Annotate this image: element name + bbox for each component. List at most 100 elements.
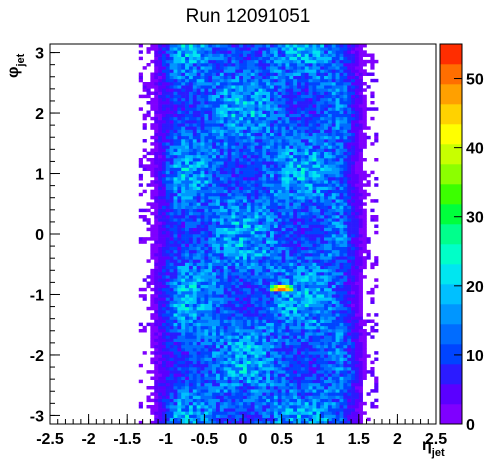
heatmap-cell xyxy=(204,389,209,393)
heatmap-cell xyxy=(200,414,205,418)
heatmap-cell xyxy=(177,348,182,352)
heatmap-cell xyxy=(181,360,186,365)
heatmap-cell xyxy=(204,230,209,235)
heatmap-cell xyxy=(273,107,279,111)
heatmap-cell xyxy=(254,167,259,171)
heatmap-cell xyxy=(212,85,217,89)
heatmap-cell xyxy=(254,306,259,311)
heatmap-cell xyxy=(204,411,209,415)
heatmap-cell xyxy=(304,379,309,384)
heatmap-cell xyxy=(270,344,275,349)
heatmap-cell xyxy=(208,145,213,149)
heatmap-cell xyxy=(281,161,286,165)
heatmap-cell xyxy=(246,116,252,121)
heatmap-cell xyxy=(215,72,221,76)
heatmap-cell xyxy=(297,72,302,76)
heatmap-cell xyxy=(219,126,224,130)
heatmap-cell xyxy=(173,401,178,406)
heatmap-cell xyxy=(192,240,197,244)
heatmap-cell xyxy=(300,205,306,209)
heatmap-cell xyxy=(293,395,298,399)
heatmap-cell xyxy=(212,310,217,314)
heatmap-cell xyxy=(243,189,248,194)
heatmap-cell xyxy=(177,319,182,323)
heatmap-cell xyxy=(273,135,279,140)
heatmap-cell xyxy=(231,389,236,393)
heatmap-cell xyxy=(297,272,302,276)
heatmap-cell xyxy=(154,291,159,295)
heatmap-cell xyxy=(212,72,217,76)
heatmap-cell xyxy=(219,367,224,371)
heatmap-cell xyxy=(273,94,279,99)
heatmap-cell xyxy=(243,262,248,266)
heatmap-cell xyxy=(212,408,217,412)
heatmap-cell xyxy=(231,395,236,399)
heatmap-cell xyxy=(142,237,147,241)
heatmap-cell xyxy=(289,192,294,197)
heatmap-cell xyxy=(266,180,271,184)
heatmap-cell xyxy=(215,420,221,425)
heatmap-cell xyxy=(289,420,294,425)
heatmap-cell xyxy=(215,135,221,140)
heatmap-cell xyxy=(289,338,294,342)
heatmap-cell xyxy=(258,69,263,73)
heatmap-cell xyxy=(297,189,302,194)
heatmap-cell xyxy=(223,199,228,203)
heatmap-cell xyxy=(177,398,182,403)
heatmap-cell xyxy=(165,272,170,276)
heatmap-cell xyxy=(208,50,213,54)
heatmap-cell xyxy=(177,294,182,298)
heatmap-cell xyxy=(192,408,197,412)
heatmap-cell xyxy=(208,69,213,73)
heatmap-cell xyxy=(219,411,224,415)
heatmap-cell xyxy=(223,306,228,311)
heatmap-cell xyxy=(258,401,263,406)
heatmap-cell xyxy=(177,329,182,333)
heatmap-cell xyxy=(200,265,205,270)
heatmap-cell xyxy=(150,180,155,184)
heatmap-cell xyxy=(262,398,267,403)
heatmap-cell xyxy=(158,357,163,361)
heatmap-cell xyxy=(154,408,159,412)
heatmap-cell xyxy=(196,151,201,156)
heatmap-cell xyxy=(285,408,290,412)
heatmap-cell xyxy=(304,284,309,289)
heatmap-cell xyxy=(277,107,282,111)
heatmap-cell xyxy=(285,275,290,279)
heatmap-cell xyxy=(200,237,205,241)
heatmap-cell xyxy=(235,275,240,279)
heatmap-cell xyxy=(223,363,228,368)
heatmap-cell xyxy=(215,120,221,124)
heatmap-cell xyxy=(273,126,279,130)
heatmap-cell xyxy=(165,284,170,289)
heatmap-cell xyxy=(277,253,282,257)
heatmap-cell xyxy=(246,218,252,222)
heatmap-cell xyxy=(289,94,294,99)
heatmap-cell xyxy=(165,161,170,165)
heatmap-cell xyxy=(250,259,255,263)
heatmap-cell xyxy=(281,148,286,152)
heatmap-cell xyxy=(289,132,294,137)
heatmap-cell xyxy=(200,300,205,304)
heatmap-cell xyxy=(181,82,186,86)
heatmap-cell xyxy=(200,120,205,124)
heatmap-cell xyxy=(165,319,170,323)
heatmap-cell xyxy=(235,338,240,342)
heatmap-cell xyxy=(185,97,190,102)
heatmap-cell xyxy=(281,151,286,156)
heatmap-cell xyxy=(235,259,240,263)
heatmap-cell xyxy=(289,262,294,266)
heatmap-cell xyxy=(200,278,205,282)
heatmap-cell xyxy=(304,139,309,143)
heatmap-cell xyxy=(173,177,178,181)
heatmap-cell xyxy=(243,88,248,92)
heatmap-cell xyxy=(215,287,221,292)
heatmap-cell xyxy=(204,357,209,361)
heatmap-cell xyxy=(277,183,282,187)
heatmap-cell xyxy=(208,240,213,244)
heatmap-cell xyxy=(239,370,244,374)
heatmap-cell xyxy=(212,180,217,184)
heatmap-cell xyxy=(204,265,209,270)
heatmap-cell xyxy=(204,303,209,308)
heatmap-cell xyxy=(231,379,236,384)
